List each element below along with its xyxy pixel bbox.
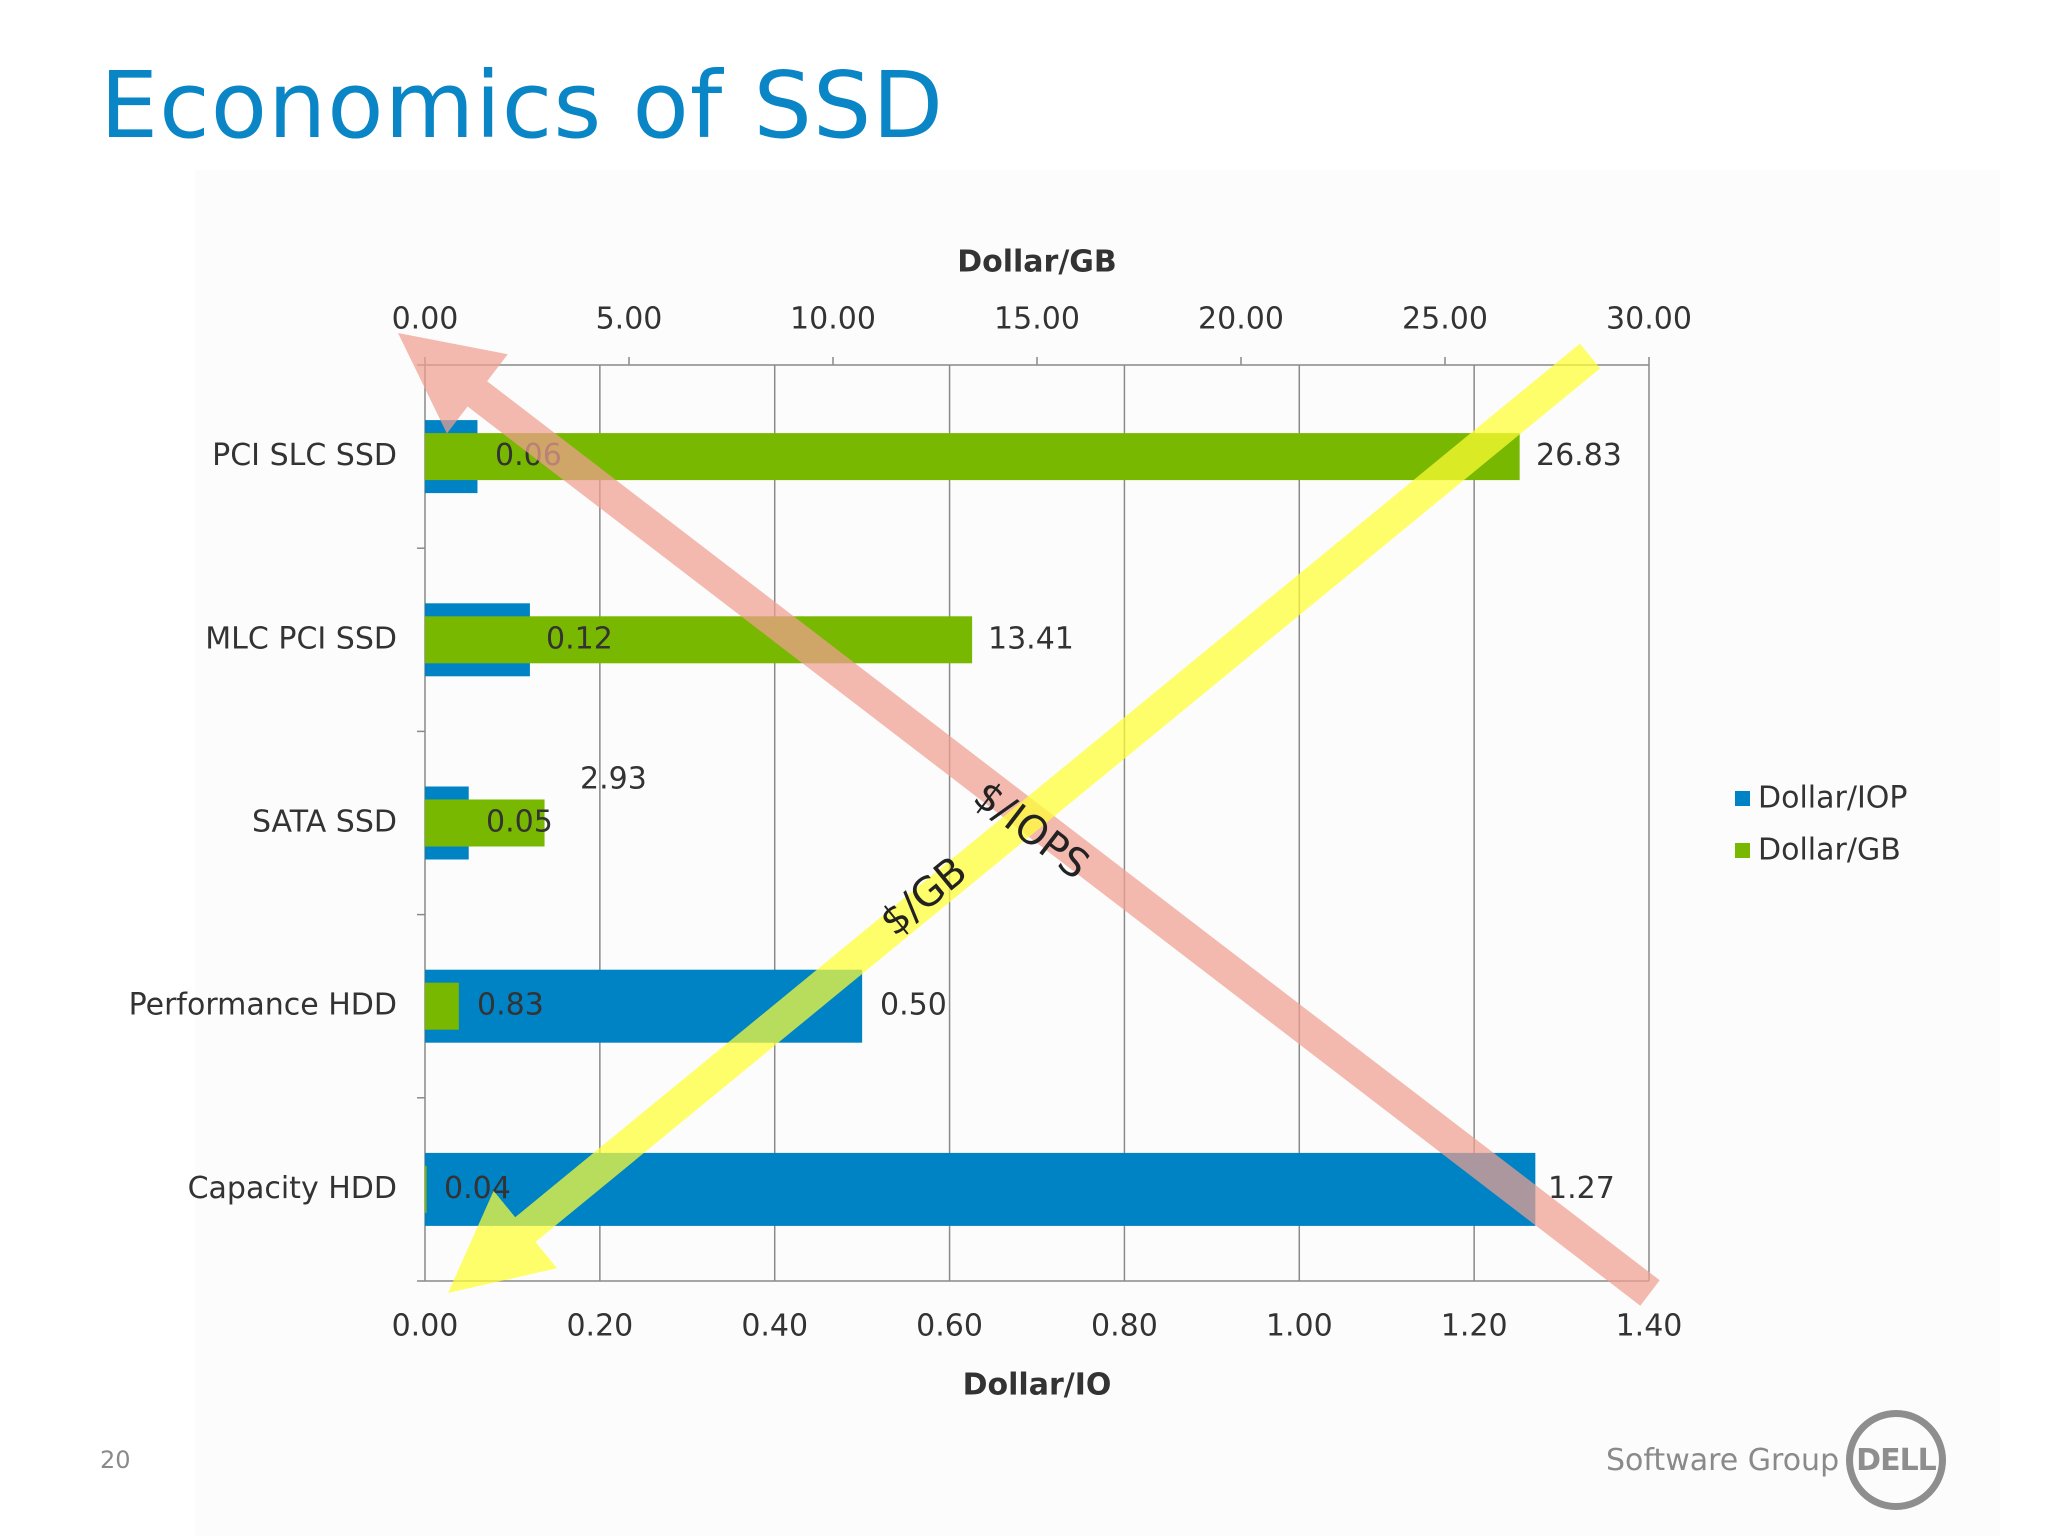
page-number: 20 (100, 1446, 131, 1474)
x-bottom-tick-label: 1.40 (1616, 1309, 1683, 1344)
bar-dollar-gb (425, 1165, 427, 1213)
footer-brand: Software Group (1606, 1443, 1840, 1478)
x-bottom-tick-label: 0.80 (1091, 1309, 1158, 1344)
category-label: MLC PCI SSD (205, 621, 397, 656)
legend-swatch (1735, 791, 1750, 806)
data-label: 1.27 (1548, 1171, 1615, 1206)
category-label: Capacity HDD (188, 1171, 397, 1206)
bar-dollar-gb (425, 982, 459, 1030)
dell-logo: DELL (1846, 1410, 1946, 1510)
x-top-tick-label: 0.00 (392, 302, 459, 337)
bar-dollar-gb (425, 433, 1520, 481)
x-bottom-tick-label: 0.20 (566, 1309, 633, 1344)
data-label: 0.12 (546, 621, 613, 656)
x-bottom-tick-label: 1.20 (1441, 1309, 1508, 1344)
gb-arrow (448, 343, 1601, 1294)
category-label: Performance HDD (129, 988, 397, 1023)
category-label: PCI SLC SSD (212, 438, 397, 473)
data-label: 2.93 (580, 762, 647, 797)
bar-dollar-gb (425, 799, 545, 847)
legend-label: Dollar/IOP (1758, 781, 1908, 816)
x-bottom-tick-label: 0.40 (741, 1309, 808, 1344)
x-bottom-tick-label: 1.00 (1266, 1309, 1333, 1344)
x-top-tick-label: 20.00 (1198, 302, 1284, 337)
x-top-tick-label: 30.00 (1606, 302, 1692, 337)
data-label: 13.41 (988, 621, 1074, 656)
slide-title: Economics of SSD (100, 52, 945, 159)
x-bottom-tick-label: 0.00 (392, 1309, 459, 1344)
x-bottom-axis-title: Dollar/IO (963, 1368, 1112, 1403)
x-top-tick-label: 5.00 (596, 302, 663, 337)
category-label: SATA SSD (252, 805, 397, 840)
x-bottom-tick-label: 0.60 (916, 1309, 983, 1344)
x-top-axis-title: Dollar/GB (957, 245, 1117, 280)
legend-label: Dollar/GB (1758, 833, 1901, 868)
x-top-tick-label: 10.00 (790, 302, 876, 337)
x-top-tick-label: 25.00 (1402, 302, 1488, 337)
bar-dollar-gb (425, 616, 973, 664)
x-top-tick-label: 15.00 (994, 302, 1080, 337)
data-label: 0.50 (880, 988, 947, 1023)
data-label: 0.83 (477, 988, 544, 1023)
legend-swatch (1735, 843, 1750, 858)
data-label: 26.83 (1536, 438, 1622, 473)
data-label: 0.05 (486, 805, 553, 840)
